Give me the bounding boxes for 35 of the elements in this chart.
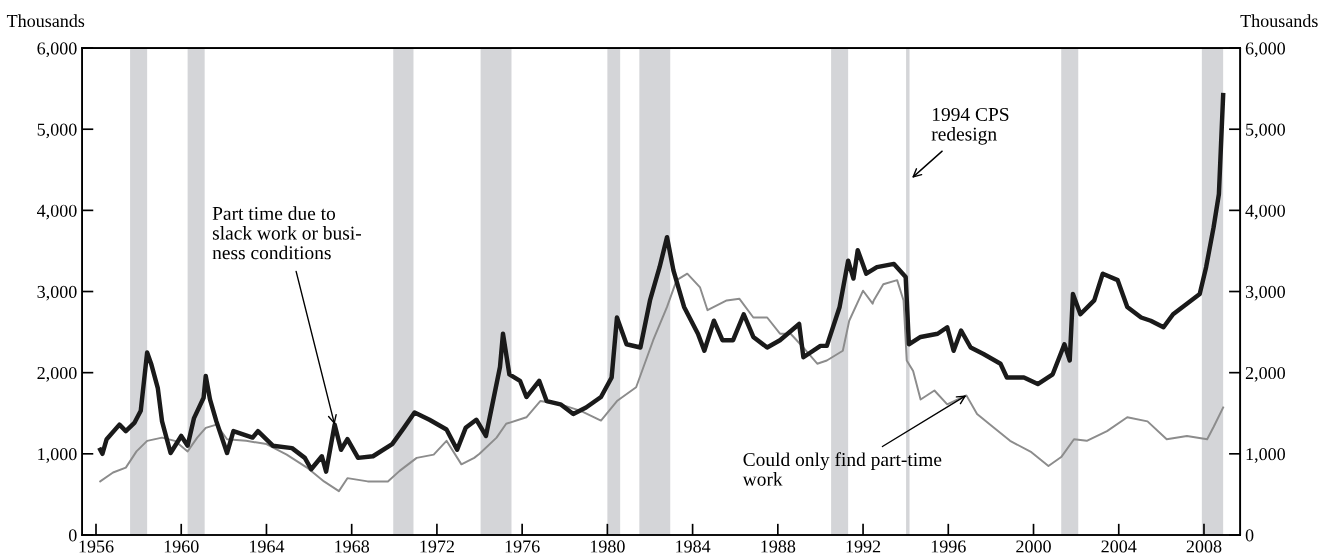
x-tick-label: 1964 <box>249 540 285 553</box>
x-tick-label: 2004 <box>1101 540 1137 553</box>
y-tick-label: 3,000 <box>37 285 77 301</box>
y-tick-label: 2,000 <box>37 366 77 382</box>
x-tick-label: 1976 <box>505 540 540 553</box>
x-tick-label: 1980 <box>590 540 625 553</box>
line-series <box>98 92 1226 474</box>
y2-tick-label: 6,000 <box>1245 42 1285 58</box>
y2-tick-label: 5,000 <box>1246 123 1285 139</box>
x-tick-label: 1956 <box>79 540 114 553</box>
y2-tick-label: 0 <box>1245 529 1254 542</box>
x-tick-label: 2000 <box>1016 540 1051 553</box>
y-tick-label: 6,000 <box>37 42 77 58</box>
y-axis-title: Thousands <box>6 14 85 28</box>
annotation: Could only find part-time work <box>742 452 942 486</box>
y-tick-label: 4,000 <box>37 204 77 220</box>
x-tick-label: 1984 <box>676 540 711 553</box>
x-tick-label: 1996 <box>931 540 966 553</box>
annotation: Part time due to slack work or busi- ness conditions <box>212 206 362 260</box>
y2-tick-label: 2,000 <box>1245 366 1285 382</box>
x-tick-label: 2008 <box>1186 540 1222 553</box>
line-series <box>99 272 1225 493</box>
x-tick-label: 1960 <box>164 540 199 553</box>
x-tick-label: 1988 <box>761 540 796 553</box>
y-tick-label: 1,000 <box>38 448 77 463</box>
x-tick-label: 1968 <box>335 540 370 553</box>
x-tick-label: 1992 <box>846 540 881 553</box>
y2-axis-title: Thousands <box>1240 14 1318 28</box>
y2-tick-label: 4,000 <box>1245 204 1285 220</box>
y2-tick-label: 1,000 <box>1246 448 1285 463</box>
y-tick-label: 5,000 <box>37 123 77 139</box>
x-tick-label: 1972 <box>420 540 454 553</box>
y2-tick-label: 3,000 <box>1245 285 1285 301</box>
y-tick-label: 0 <box>68 529 77 542</box>
annotation: 1994 CPS redesign <box>931 107 1009 145</box>
